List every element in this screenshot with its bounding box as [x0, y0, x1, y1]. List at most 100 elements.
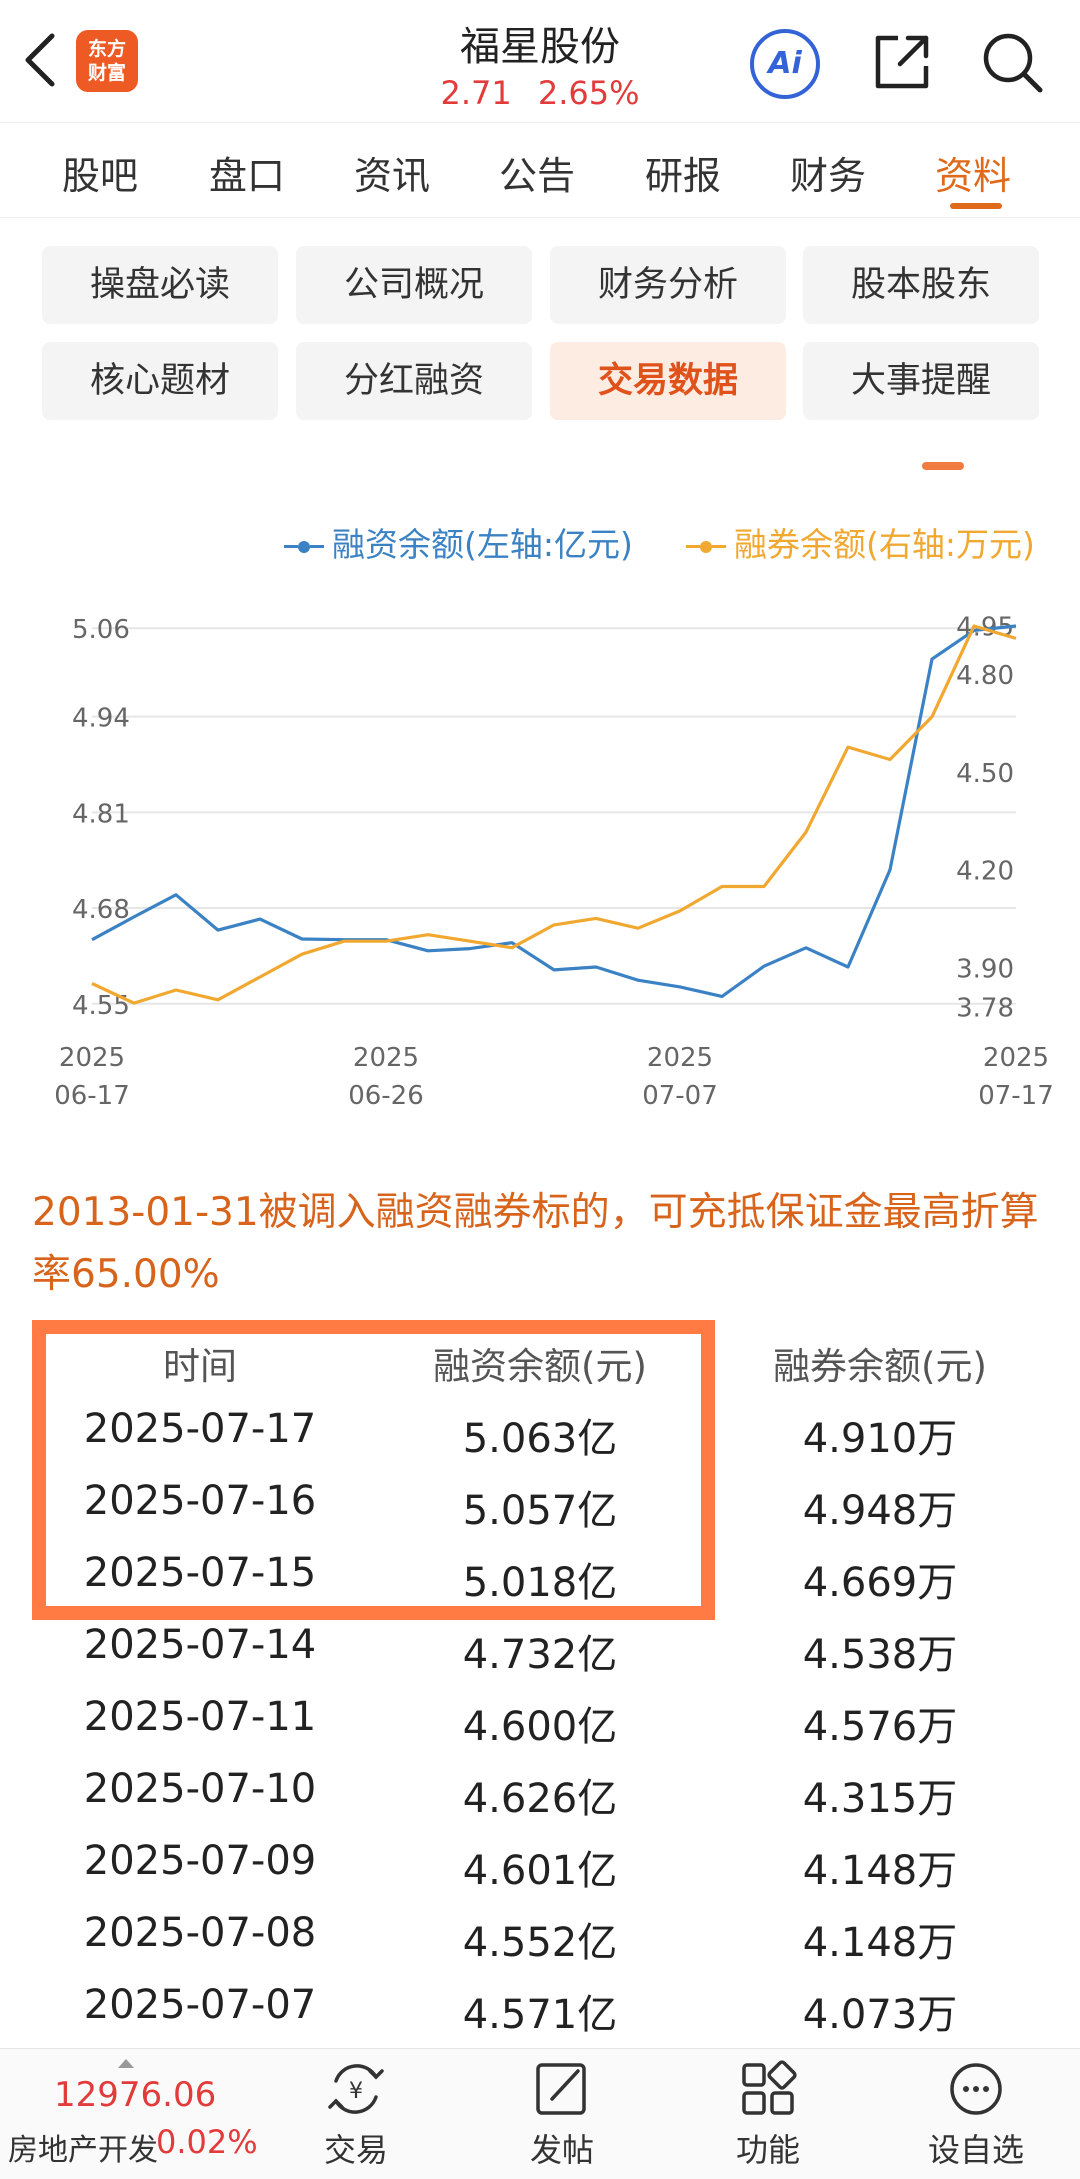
- nav-add-watchlist-label: 设自选: [927, 2131, 1024, 2169]
- left-tick-label: 4.68: [72, 895, 130, 925]
- row-securities: 4.948万: [802, 1488, 958, 1534]
- submenu-company-overview[interactable]: 公司概况: [296, 246, 532, 324]
- row-date: 2025-07-15: [83, 1550, 317, 1596]
- row-securities: 4.073万: [802, 1992, 958, 2038]
- row-securities: 4.576万: [802, 1704, 958, 1750]
- x-tick-label-date: 06-17: [54, 1081, 130, 1110]
- bottom-bar: 12976.06 房地产开发 0.02% ¥ 交易 发帖 功能: [0, 2048, 1080, 2179]
- ai-assistant-button[interactable]: Ai: [750, 29, 820, 99]
- x-tick-label-year: 2025: [353, 1043, 419, 1073]
- row-financing: 4.601亿: [462, 1848, 618, 1894]
- submenu-trading-data[interactable]: 交易数据: [550, 342, 786, 420]
- legend-financing-label: 融资余额(左轴:亿元): [332, 525, 633, 564]
- legend-financing-dot: [298, 540, 310, 553]
- row-date: 2025-07-11: [83, 1694, 317, 1740]
- right-tick-label: 4.50: [956, 759, 1014, 789]
- highlight-box: [32, 1320, 715, 1620]
- row-financing: 4.600亿: [462, 1704, 618, 1750]
- left-tick-label: 4.81: [72, 799, 130, 829]
- legend-securities-marker-right: [712, 545, 726, 548]
- legend-securities-marker: [686, 545, 700, 548]
- stock-quote: 2.71 2.65%: [0, 74, 1080, 112]
- row-date: 2025-07-14: [83, 1622, 317, 1668]
- margin-eligibility-notice: 2013-01-31被调入融资融券标的，可充抵保证金最高折算率65.00%: [32, 1190, 1039, 1297]
- right-tick-label: 4.20: [956, 857, 1014, 887]
- header: 东方 财富 福星股份 2.71 2.65% Ai: [0, 0, 1080, 122]
- back-button[interactable]: [18, 28, 62, 92]
- row-financing: 4.552亿: [462, 1920, 618, 1966]
- submenu-dividend-financing[interactable]: 分红融资: [296, 342, 532, 420]
- submenu-shareholders[interactable]: 股本股东: [803, 246, 1039, 324]
- sector-index-value[interactable]: 12976.06: [54, 2075, 217, 2115]
- left-tick-label: 5.06: [72, 615, 130, 645]
- legend-securities-label: 融券余额(右轴:万元): [734, 525, 1035, 564]
- tab-finance[interactable]: 财务: [790, 154, 867, 198]
- back-arrow-icon: [25, 33, 55, 87]
- row-date: 2025-07-09: [83, 1838, 317, 1884]
- table-row: 2025-07-09 4.601亿 4.148万: [0, 1832, 1080, 1904]
- nav-add-watchlist-button[interactable]: 设自选: [906, 2059, 1046, 2175]
- securities-balance-line: [91, 624, 1017, 1005]
- nav-trade-label: 交易: [323, 2131, 388, 2169]
- table-row: 2025-07-07 4.571亿 4.073万: [0, 1976, 1080, 2048]
- table-row: 2025-07-17 5.063亿 4.910万: [0, 1400, 1080, 1472]
- legend-securities-dot: [700, 540, 712, 553]
- submenu-financial-analysis[interactable]: 财务分析: [550, 246, 786, 324]
- post-icon: [536, 2063, 586, 2115]
- more-icon: [950, 2063, 1002, 2115]
- left-tick-label: 4.55: [72, 991, 130, 1021]
- stock-change-pct: 2.65%: [537, 74, 640, 112]
- row-securities: 4.910万: [802, 1416, 958, 1462]
- nav-trade-button[interactable]: ¥ 交易: [286, 2059, 426, 2175]
- logo-text-line2: 财富: [87, 62, 126, 84]
- table-row: 2025-07-11 4.600亿 4.576万: [0, 1688, 1080, 1760]
- submenu-core-themes[interactable]: 核心题材: [42, 342, 278, 420]
- tab-profile[interactable]: 资料: [935, 154, 1012, 198]
- tab-guba[interactable]: 股吧: [62, 154, 139, 198]
- legend-securities: 融券余额(右轴:万元): [686, 518, 1035, 566]
- table-row: 2025-07-15 5.018亿 4.669万: [0, 1544, 1080, 1616]
- nav-functions-button[interactable]: 功能: [698, 2059, 838, 2175]
- stock-name: 福星股份: [460, 24, 620, 70]
- row-securities: 4.148万: [802, 1848, 958, 1894]
- table-header-date: 时间: [163, 1345, 237, 1388]
- search-button[interactable]: [980, 30, 1044, 94]
- tab-news[interactable]: 资讯: [354, 154, 431, 198]
- submenu-trading-guide[interactable]: 操盘必读: [42, 246, 278, 324]
- row-date: 2025-07-10: [83, 1766, 317, 1812]
- trade-icon: ¥: [328, 2064, 384, 2114]
- nav-post-button[interactable]: 发帖: [492, 2059, 632, 2175]
- x-tick-label-year: 2025: [647, 1043, 713, 1073]
- nav-post-label: 发帖: [529, 2131, 594, 2169]
- x-tick-label-date: 07-07: [642, 1081, 718, 1110]
- submenu-scroll-indicator: [922, 462, 964, 470]
- submenu-events[interactable]: 大事提醒: [803, 342, 1039, 420]
- tab-announcements[interactable]: 公告: [499, 154, 576, 198]
- legend-financing-marker: [284, 545, 298, 548]
- row-financing: 4.626亿: [462, 1776, 618, 1822]
- app-logo: 东方 财富: [76, 30, 138, 92]
- table-header-financing: 融资余额(元): [433, 1345, 647, 1388]
- expand-caret-icon[interactable]: [118, 2059, 134, 2068]
- x-tick-label-date: 07-17: [978, 1081, 1054, 1110]
- main-tabs: 股吧 盘口 资讯 公告 研报 财务 资料: [0, 122, 1080, 218]
- row-date: 2025-07-17: [83, 1406, 317, 1452]
- sector-name[interactable]: 房地产开发: [8, 2133, 158, 2168]
- table-row: 2025-07-10 4.626亿 4.315万: [0, 1760, 1080, 1832]
- row-financing: 5.018亿: [462, 1560, 618, 1606]
- search-icon: [983, 33, 1043, 93]
- share-button[interactable]: [870, 30, 934, 94]
- tab-research[interactable]: 研报: [645, 154, 722, 198]
- row-securities: 4.669万: [802, 1560, 958, 1606]
- right-tick-label: 4.80: [956, 661, 1014, 691]
- legend-financing: 融资余额(左轴:亿元): [284, 518, 633, 566]
- tab-pankou[interactable]: 盘口: [209, 154, 286, 198]
- row-date: 2025-07-16: [83, 1478, 317, 1524]
- grid-icon: [742, 2060, 797, 2115]
- x-tick-label-year: 2025: [59, 1043, 125, 1073]
- table-row: 2025-07-16 5.057亿 4.948万: [0, 1472, 1080, 1544]
- table-row: 2025-07-08 4.552亿 4.148万: [0, 1904, 1080, 1976]
- right-tick-label: 3.90: [956, 954, 1014, 984]
- table-row: 2025-07-14 4.732亿 4.538万: [0, 1616, 1080, 1688]
- row-securities: 4.538万: [802, 1632, 958, 1678]
